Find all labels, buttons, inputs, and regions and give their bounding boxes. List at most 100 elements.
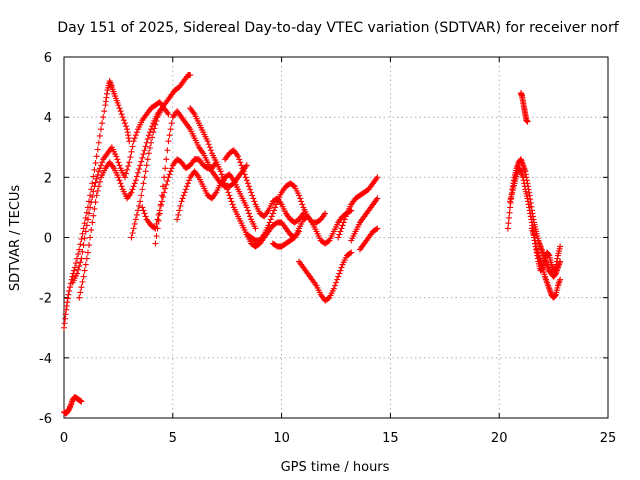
data-point (160, 183, 167, 190)
data-point (151, 125, 158, 132)
data-point (117, 180, 124, 187)
data-point (325, 238, 332, 245)
data-point (337, 267, 344, 274)
data-point (76, 246, 83, 253)
data-point (130, 138, 137, 145)
data-point (242, 174, 249, 181)
data-point (93, 175, 100, 182)
data-point (129, 229, 136, 236)
data-point (78, 236, 85, 243)
data-point (86, 242, 93, 249)
x-tick-label: 20 (491, 431, 508, 446)
data-point (157, 201, 164, 208)
data-point (161, 189, 168, 196)
data-point (131, 135, 138, 142)
y-tick-label: 6 (44, 51, 52, 66)
x-tick-label: 25 (600, 431, 617, 446)
data-marks (61, 72, 564, 417)
data-point (164, 147, 171, 154)
data-series (356, 225, 381, 253)
data-point (92, 179, 99, 186)
data-point (235, 153, 242, 160)
data-point (96, 165, 103, 172)
data-point (79, 248, 86, 255)
data-point (158, 198, 165, 205)
data-point (250, 195, 257, 202)
data-point (272, 204, 279, 211)
data-point (226, 192, 233, 199)
x-axis-label: GPS time / hours (281, 460, 390, 475)
data-point (341, 216, 348, 223)
data-point (162, 165, 169, 172)
data-point (267, 216, 274, 223)
data-point (325, 295, 332, 302)
data-point (176, 207, 183, 214)
y-tick-label: -2 (39, 292, 52, 307)
data-point (99, 120, 106, 127)
data-series (76, 105, 165, 301)
data-point (247, 213, 254, 220)
data-point (96, 178, 103, 185)
data-point (141, 210, 148, 217)
data-point (133, 129, 140, 136)
data-point (116, 105, 123, 112)
data-point (115, 159, 122, 166)
data-point (338, 225, 345, 232)
data-point (334, 276, 341, 283)
data-point (166, 171, 173, 178)
data-series (187, 105, 303, 250)
data-point (148, 139, 155, 146)
data-point (91, 166, 98, 173)
data-point (78, 255, 85, 262)
x-tick-label: 5 (169, 431, 177, 446)
data-point (269, 210, 276, 217)
data-point (245, 183, 252, 190)
data-point (95, 183, 102, 190)
data-series (61, 393, 85, 417)
data-point (335, 273, 342, 280)
data-point (505, 220, 512, 227)
data-point (163, 156, 170, 163)
data-point (374, 225, 381, 232)
data-point (177, 202, 184, 209)
data-point (205, 141, 212, 148)
data-point (144, 156, 151, 163)
x-tick-label: 0 (60, 431, 68, 446)
data-point (296, 192, 303, 199)
data-point (338, 264, 345, 271)
data-point (227, 195, 234, 202)
data-point (99, 159, 106, 166)
data-point (84, 249, 91, 256)
data-point (340, 219, 347, 226)
data-point (132, 132, 139, 139)
x-tick-label: 10 (273, 431, 290, 446)
data-point (265, 222, 272, 229)
data-point (322, 210, 329, 217)
data-point (143, 162, 150, 169)
data-point (163, 181, 170, 188)
data-point (175, 211, 182, 218)
data-point (266, 219, 273, 226)
chart-title: Day 151 of 2025, Sidereal Day-to-day VTE… (57, 20, 619, 36)
data-point (120, 117, 127, 124)
data-point (557, 276, 564, 283)
data-point (249, 192, 256, 199)
data-point (337, 228, 344, 235)
data-point (290, 235, 297, 242)
data-point (145, 132, 152, 139)
data-point (116, 162, 123, 169)
data-point (181, 189, 188, 196)
data-point (139, 186, 146, 193)
data-point (153, 117, 160, 124)
data-point (76, 263, 83, 270)
data-point (117, 108, 124, 115)
data-point (374, 174, 381, 181)
data-point (137, 162, 144, 169)
data-point (90, 212, 97, 219)
data-point (186, 177, 193, 184)
data-point (87, 234, 94, 241)
data-point (238, 162, 245, 169)
data-point (131, 180, 138, 187)
data-point (148, 126, 155, 133)
